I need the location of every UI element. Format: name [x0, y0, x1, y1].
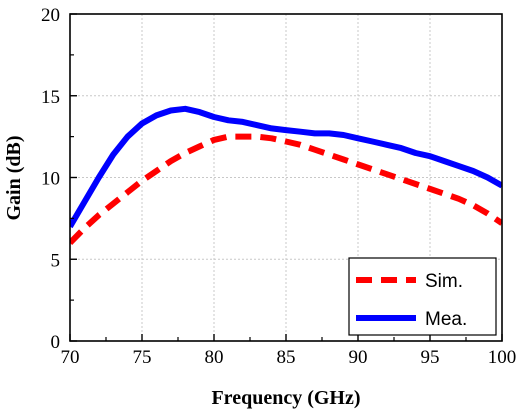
y-tick-label: 20: [41, 5, 60, 26]
series-layer: [70, 105, 502, 245]
x-tick-label: 80: [205, 347, 224, 368]
y-tick-label: 10: [41, 169, 60, 190]
y-tick-label: 0: [51, 332, 61, 353]
x-axis-title: Frequency (GHz): [211, 387, 360, 409]
y-tick-label: 5: [51, 250, 61, 271]
x-tick-label: 75: [133, 347, 152, 368]
x-tick-label: 70: [61, 347, 80, 368]
y-axis-title: Gain (dB): [3, 135, 25, 220]
legend-label-sim: Sim.: [425, 271, 463, 292]
x-tick-label: 85: [277, 347, 296, 368]
x-tick-label: 100: [488, 347, 517, 368]
legend-box: [348, 257, 497, 336]
y-tick-label: 15: [41, 87, 60, 108]
series-line-mea: [70, 105, 502, 229]
x-tick-label: 95: [421, 347, 440, 368]
ticks: [69, 13, 503, 342]
series-line-sim: [70, 133, 502, 245]
legend-label-mea: Mea.: [425, 309, 467, 330]
tick-labels: 70 75 80 85 90 95 100 0 5 10 15 20: [41, 5, 516, 368]
x-tick-label: 90: [349, 347, 368, 368]
legend: Sim. Mea.: [348, 257, 497, 336]
